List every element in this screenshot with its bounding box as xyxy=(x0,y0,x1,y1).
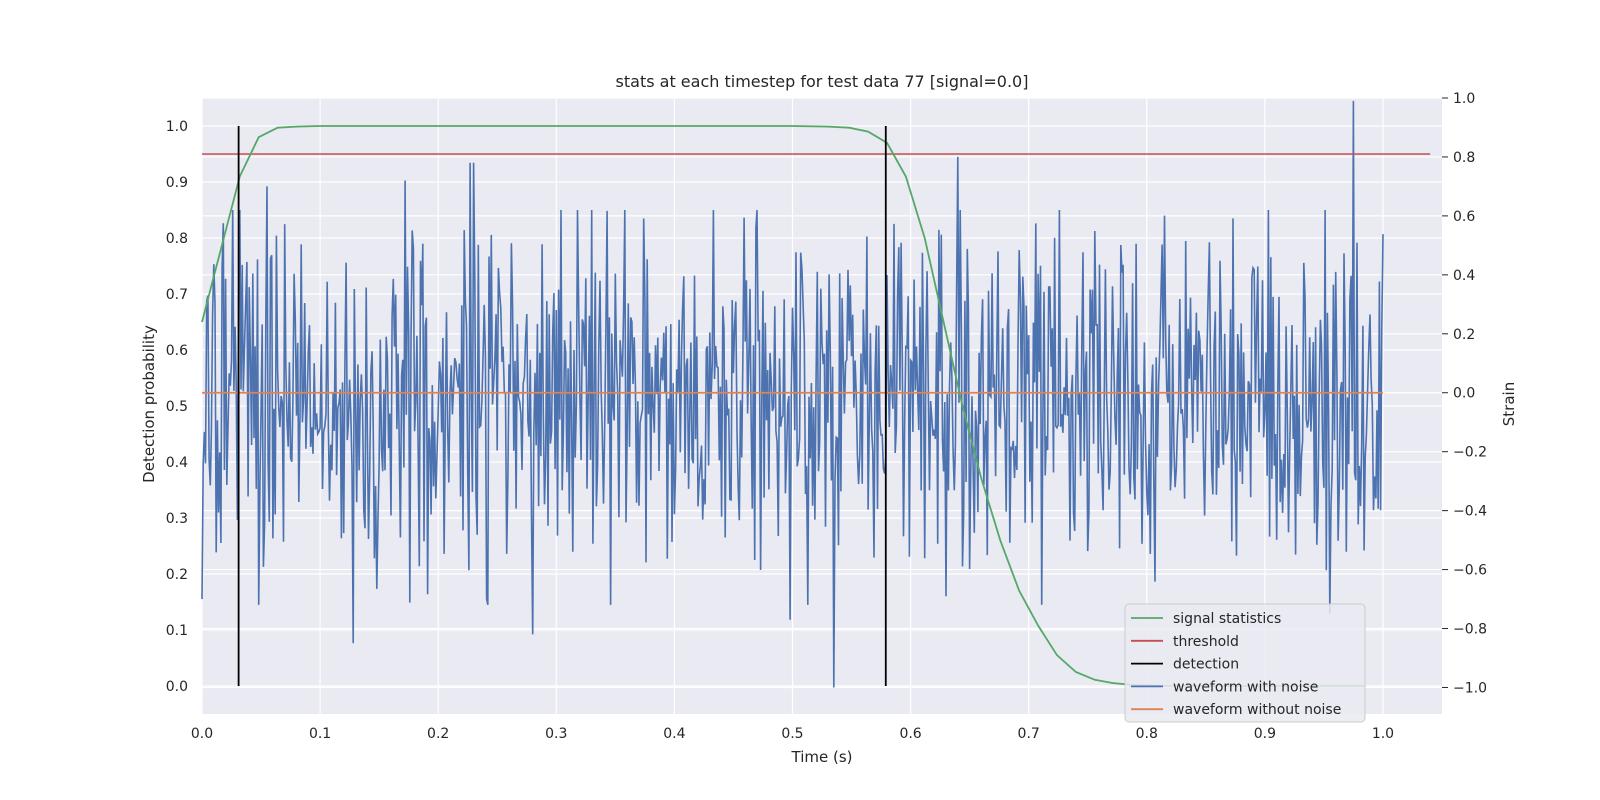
y-axis-label: Detection probability xyxy=(140,325,158,483)
y2-tick-label: 0.8 xyxy=(1453,150,1475,166)
series-waveform-with-noise xyxy=(201,100,1384,688)
y-tick-label: 0.0 xyxy=(166,679,188,695)
legend-label: waveform with noise xyxy=(1173,679,1318,695)
x-tick-label: 0.4 xyxy=(663,726,685,742)
x-tick-label: 0.6 xyxy=(899,726,921,742)
x-tick-label: 1.0 xyxy=(1372,726,1394,742)
x-tick-label: 0.8 xyxy=(1136,726,1158,742)
y-tick-label: 0.8 xyxy=(166,231,188,247)
y2-tick-label: 0.0 xyxy=(1453,386,1475,402)
legend: signal statistics threshold detection wavef… xyxy=(1124,603,1366,723)
ticks: 0.0 0.1 0.2 0.3 0.4 0.5 0.6 0.7 0.8 0.9 1.0 0.0 0.1 0… xyxy=(166,91,1487,742)
y-tick-label: 0.7 xyxy=(166,287,188,303)
y2-axis-label: Strain xyxy=(1500,382,1518,426)
x-tick-label: 0.9 xyxy=(1254,726,1276,742)
x-tick-label: 0.1 xyxy=(309,726,331,742)
y2-tick-label: −0.6 xyxy=(1453,563,1487,579)
series-layer xyxy=(201,100,1431,688)
x-tick-label: 0.5 xyxy=(781,726,803,742)
legend-label: threshold xyxy=(1173,634,1239,650)
y2-tick-label: −0.4 xyxy=(1453,504,1487,520)
legend-box xyxy=(1124,603,1366,723)
y2-tick-label: −0.2 xyxy=(1453,445,1487,461)
y2-tick-label: 0.6 xyxy=(1453,209,1475,225)
legend-label: detection xyxy=(1173,657,1239,673)
chart-title: stats at each timestep for test data 77 … xyxy=(616,72,1029,91)
y-tick-label: 0.9 xyxy=(166,175,188,191)
y2-tick-label: −0.8 xyxy=(1453,622,1487,638)
y-tick-label: 0.3 xyxy=(166,511,188,527)
y2-tick-label: −1.0 xyxy=(1453,680,1487,696)
y-tick-label: 0.1 xyxy=(166,623,188,639)
y-tick-label: 0.4 xyxy=(166,455,188,471)
x-axis-label: Time (s) xyxy=(791,748,853,766)
y2-tick-label: 0.2 xyxy=(1453,327,1475,343)
y-tick-label: 1.0 xyxy=(166,119,188,135)
legend-label: signal statistics xyxy=(1173,611,1281,627)
x-tick-label: 0.7 xyxy=(1018,726,1040,742)
y2-tick-label: 0.4 xyxy=(1453,268,1475,284)
x-tick-label: 0.0 xyxy=(191,726,213,742)
y-tick-label: 0.5 xyxy=(166,399,188,415)
y-tick-label: 0.6 xyxy=(166,343,188,359)
y2-tick-label: 1.0 xyxy=(1453,91,1475,107)
y-tick-label: 0.2 xyxy=(166,567,188,583)
legend-label: waveform without noise xyxy=(1173,702,1341,718)
x-tick-label: 0.2 xyxy=(427,726,449,742)
x-tick-label: 0.3 xyxy=(545,726,567,742)
